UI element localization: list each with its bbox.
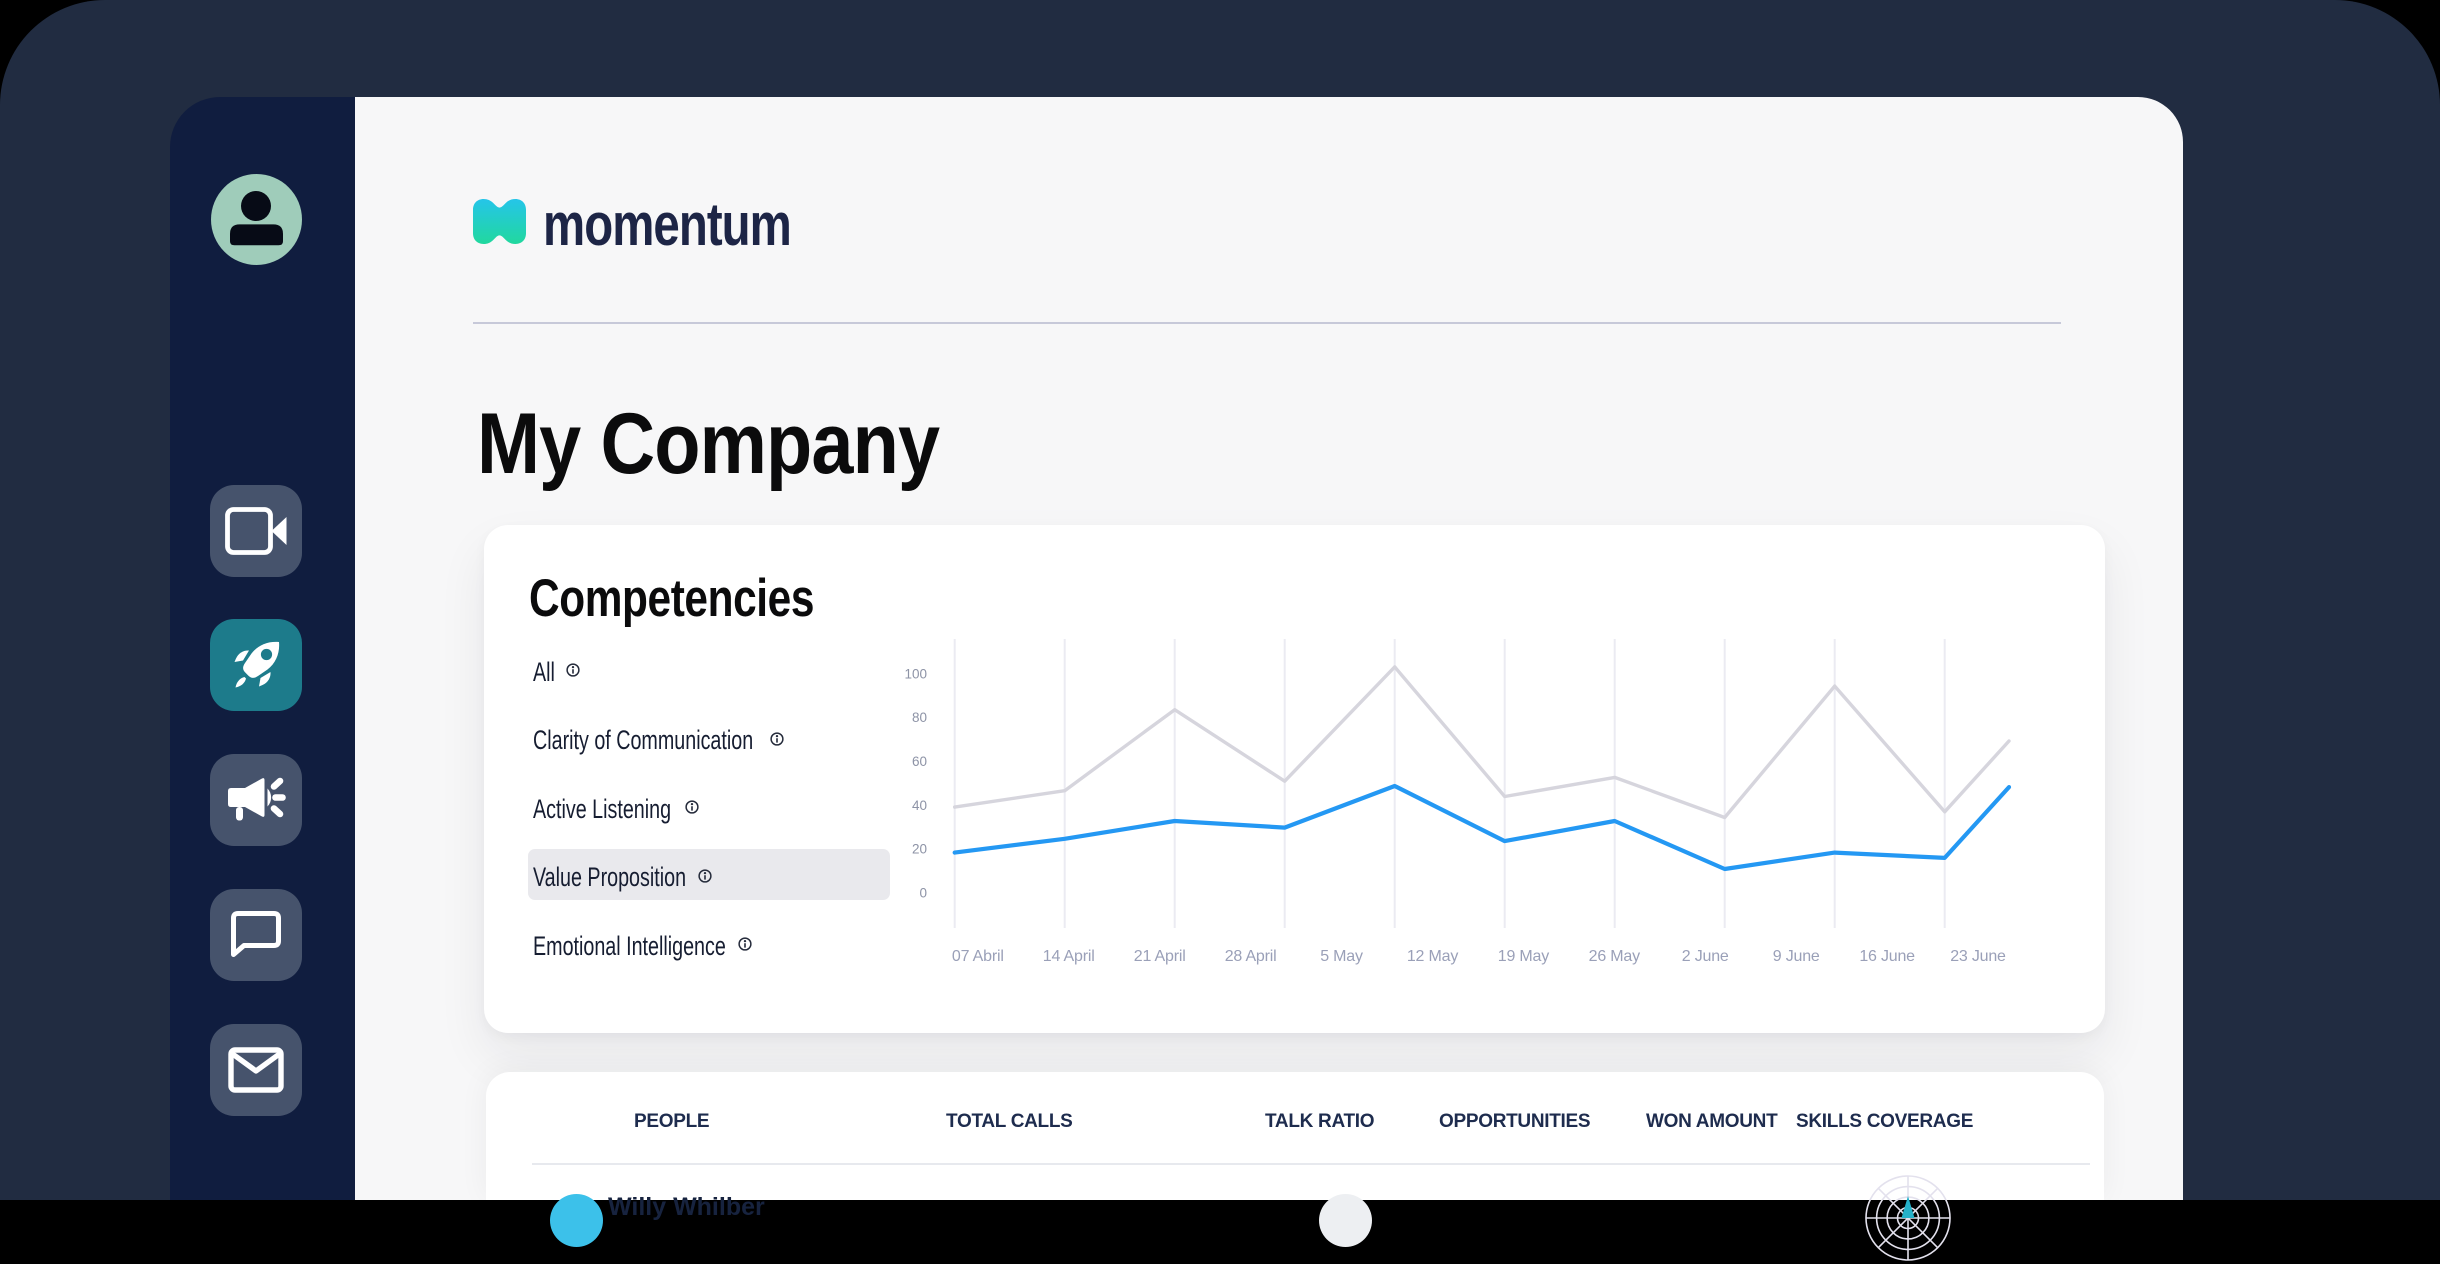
svg-text:19 May: 19 May [1498, 948, 1549, 965]
svg-text:80: 80 [912, 710, 927, 725]
svg-text:20: 20 [912, 842, 927, 857]
svg-text:9 June: 9 June [1773, 948, 1820, 965]
svg-text:14 April: 14 April [1043, 948, 1095, 965]
svg-text:28 April: 28 April [1225, 948, 1277, 965]
svg-text:07 Abril: 07 Abril [952, 948, 1004, 965]
svg-text:100: 100 [904, 666, 927, 681]
svg-text:40: 40 [912, 798, 927, 813]
svg-text:5 May: 5 May [1320, 948, 1363, 965]
svg-text:12 May: 12 May [1407, 948, 1458, 965]
svg-text:2 June: 2 June [1682, 948, 1729, 965]
svg-text:21 April: 21 April [1134, 948, 1186, 965]
svg-text:26 May: 26 May [1589, 948, 1640, 965]
svg-text:16 June: 16 June [1859, 948, 1915, 965]
svg-text:0: 0 [919, 886, 927, 901]
svg-text:23 June: 23 June [1950, 948, 2006, 965]
svg-text:60: 60 [912, 754, 927, 769]
